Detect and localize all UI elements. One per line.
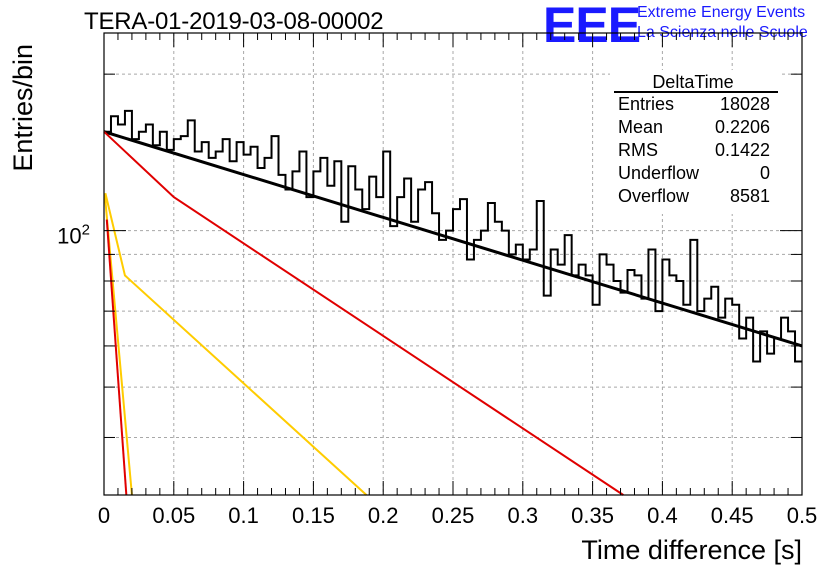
x-tick-label: 0.35 [571, 503, 614, 528]
stats-row-value: 0 [760, 163, 770, 183]
stats-box: DeltaTime Entries 18028 Mean 0.2206 RMS 0.142… [610, 70, 780, 214]
fit-curve [103, 130, 624, 496]
x-tick-label: 0.3 [508, 503, 539, 528]
grid-lines [104, 33, 802, 495]
fit-curves [103, 130, 803, 496]
fit-curve [104, 193, 368, 496]
stats-row-label: Underflow [618, 163, 700, 183]
y-tick-base: 10 [57, 224, 81, 249]
x-tick-label: 0.2 [368, 503, 399, 528]
stats-row-label: RMS [618, 140, 658, 160]
stats-rows: Entries 18028 Mean 0.2206 RMS 0.1422 Underflow… [618, 94, 770, 206]
histogram-bars [104, 109, 802, 363]
x-tick-label: 0.5 [787, 503, 818, 528]
stats-row-label: Overflow [618, 186, 690, 206]
x-tick-label: 0.4 [647, 503, 678, 528]
logo-caption-line1: Extreme Energy Events [637, 4, 806, 21]
chart-title: TERA-01-2019-03-08-00002 [84, 8, 384, 35]
axis-ticks [103, 33, 803, 495]
y-tick-label: 102 [57, 222, 90, 249]
fit-curve [105, 219, 128, 496]
x-tick-labels: 0 0.05 0.1 0.15 0.2 0.25 0.3 0.35 0.4 0.45 0.5 [98, 503, 817, 528]
x-tick-label: 0.05 [152, 503, 195, 528]
eee-logo: EEE [543, 0, 641, 53]
stats-row-value: 8581 [730, 186, 770, 206]
x-tick-label: 0.1 [228, 503, 259, 528]
x-tick-label: 0 [98, 503, 110, 528]
histogram-outline [104, 109, 802, 363]
x-tick-label: 0.15 [292, 503, 335, 528]
fit-curve [103, 130, 803, 348]
stats-name: DeltaTime [652, 72, 733, 92]
stats-row-value: 0.1422 [715, 140, 770, 160]
stats-row-value: 18028 [720, 94, 770, 114]
stats-row-value: 0.2206 [715, 117, 770, 137]
y-tick-exponent: 2 [82, 222, 90, 239]
y-axis-title: Entries/bin [8, 44, 38, 172]
x-axis-title: Time difference [s] [581, 535, 802, 565]
stats-box-background [610, 70, 780, 214]
stats-row-label: Entries [618, 94, 674, 114]
x-tick-label: 0.25 [432, 503, 475, 528]
stats-row-label: Mean [618, 117, 663, 137]
x-tick-label: 0.45 [711, 503, 754, 528]
